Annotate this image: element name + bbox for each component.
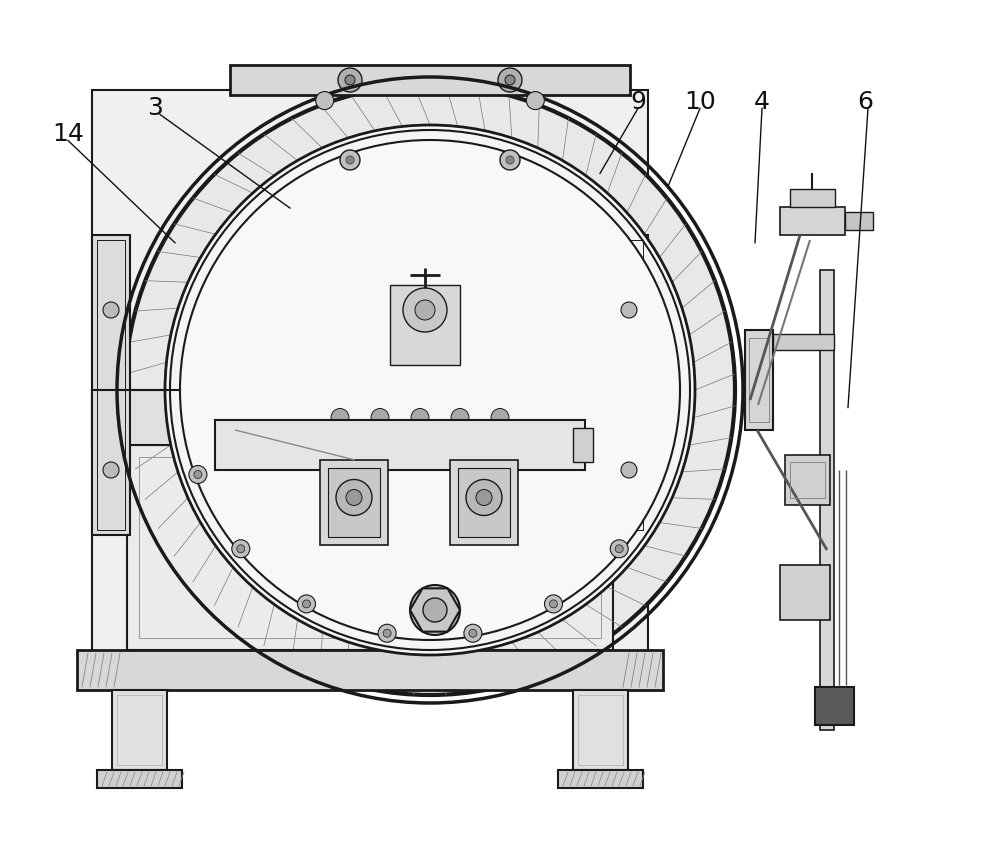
Bar	[573, 428, 593, 462]
Circle shape	[550, 600, 558, 608]
Circle shape	[165, 125, 695, 655]
Circle shape	[464, 624, 482, 642]
Bar	[615, 240, 643, 530]
Circle shape	[610, 540, 628, 557]
Bar	[558, 770, 643, 788]
Circle shape	[621, 462, 637, 478]
Circle shape	[340, 150, 360, 170]
Circle shape	[451, 408, 469, 427]
Bar	[573, 690, 628, 770]
Bar	[845, 212, 873, 230]
Circle shape	[378, 624, 396, 642]
Text: 14: 14	[52, 122, 84, 147]
Bar	[745, 330, 773, 430]
Circle shape	[103, 302, 119, 318]
Circle shape	[544, 595, 562, 613]
Circle shape	[615, 544, 623, 553]
Circle shape	[194, 471, 202, 479]
Bar	[92, 390, 648, 445]
Circle shape	[371, 408, 389, 427]
Circle shape	[331, 408, 349, 427]
Circle shape	[526, 92, 544, 109]
Bar	[780, 207, 845, 235]
Bar	[77, 650, 663, 690]
Circle shape	[500, 150, 520, 170]
Bar	[815, 687, 854, 725]
Bar	[790, 189, 835, 207]
Bar	[112, 690, 167, 770]
Circle shape	[469, 629, 477, 637]
Circle shape	[476, 490, 492, 505]
Bar	[139, 457, 601, 638]
Circle shape	[403, 288, 447, 332]
Circle shape	[316, 92, 334, 109]
Bar	[749, 338, 769, 422]
Circle shape	[506, 156, 514, 164]
Circle shape	[423, 598, 447, 622]
Bar	[610, 235, 648, 535]
Bar	[773, 334, 834, 350]
Circle shape	[103, 462, 119, 478]
Circle shape	[621, 302, 637, 318]
Circle shape	[346, 490, 362, 505]
Bar	[320, 460, 388, 545]
Bar	[92, 90, 648, 680]
Circle shape	[237, 544, 245, 553]
Bar	[230, 65, 630, 95]
Circle shape	[336, 479, 372, 516]
Text: 4: 4	[754, 90, 770, 114]
Bar	[643, 390, 658, 445]
Bar	[780, 565, 830, 620]
Text: 10: 10	[684, 90, 716, 114]
Bar	[790, 462, 825, 498]
Circle shape	[346, 156, 354, 164]
Circle shape	[505, 75, 515, 85]
Bar	[117, 695, 162, 765]
Circle shape	[411, 408, 429, 427]
Circle shape	[302, 600, 310, 608]
Polygon shape	[410, 589, 460, 632]
Bar	[450, 460, 518, 545]
Bar	[328, 468, 380, 537]
Circle shape	[180, 140, 680, 640]
Bar	[215, 420, 585, 470]
Bar	[785, 455, 830, 505]
Circle shape	[466, 479, 502, 516]
Bar	[127, 445, 613, 650]
Bar	[310, 400, 550, 435]
Text: 9: 9	[630, 90, 646, 114]
Circle shape	[125, 85, 735, 695]
Bar	[97, 770, 182, 788]
Circle shape	[232, 540, 250, 557]
Circle shape	[345, 75, 355, 85]
Text: 3: 3	[147, 96, 163, 121]
Bar	[92, 235, 130, 535]
Circle shape	[189, 466, 207, 484]
Circle shape	[415, 300, 435, 320]
Circle shape	[498, 68, 522, 92]
Bar	[97, 240, 125, 530]
Bar	[390, 285, 460, 365]
Circle shape	[297, 595, 315, 613]
Bar	[820, 270, 834, 730]
Bar	[458, 468, 510, 537]
Circle shape	[383, 629, 391, 637]
Circle shape	[491, 408, 509, 427]
Circle shape	[338, 68, 362, 92]
Circle shape	[410, 585, 460, 635]
Text: 6: 6	[857, 90, 873, 114]
Bar	[578, 695, 623, 765]
